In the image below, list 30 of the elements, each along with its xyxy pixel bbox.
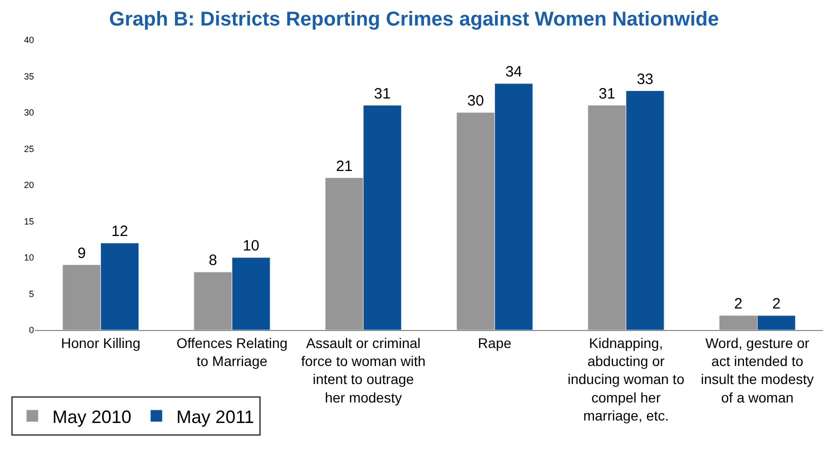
x-tick-label: Offences Relating to Marriage: [176, 334, 288, 369]
data-label: 33: [636, 70, 654, 88]
data-label: 31: [374, 85, 391, 102]
y-tick-label: 35: [24, 71, 34, 82]
data-label: 30: [467, 92, 484, 110]
x-tick-label: Rape: [478, 334, 512, 351]
x-tick-label: Word, gesture or act intended to insult the modesty of a woman: [700, 334, 814, 406]
data-label: 2: [734, 296, 742, 312]
legend-label: May 2010: [52, 406, 132, 427]
data-label: 21: [336, 158, 353, 175]
y-tick-label: 25: [24, 144, 34, 154]
y-tick-label: 40: [24, 35, 34, 46]
data-label: 10: [242, 238, 260, 254]
data-label: 8: [208, 252, 218, 269]
x-tick-label: Assault or criminal force to woman with intent to outrage her modesty: [301, 334, 426, 406]
data-label: 31: [598, 85, 616, 102]
legend-label: May 2011: [176, 406, 254, 427]
data-label: 2: [772, 296, 781, 312]
y-tick-label: 20: [24, 180, 34, 190]
data-label: 9: [77, 244, 86, 262]
x-tick-label: Honor Killing: [60, 334, 140, 351]
chart-title: Graph B: Districts Reporting Crimes against Women Nationwide: [109, 8, 719, 30]
data-label: 34: [505, 64, 522, 80]
y-tick-label: 5: [28, 288, 34, 299]
y-tick-label: 30: [24, 108, 34, 118]
data-label: 12: [111, 223, 128, 240]
y-tick-label: 10: [24, 252, 34, 263]
y-tick-label: 0: [28, 325, 34, 336]
y-tick-label: 15: [24, 216, 34, 226]
x-tick-label: Kidnapping, abducting or inducing woman to compel her marriage, etc.: [568, 334, 685, 424]
